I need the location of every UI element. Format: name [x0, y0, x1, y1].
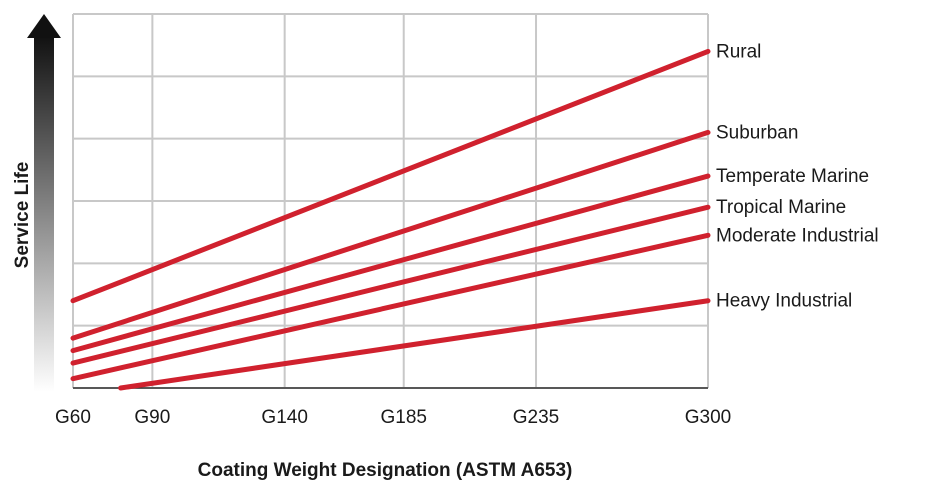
series-line — [70, 129, 711, 341]
series-label: Tropical Marine — [716, 197, 846, 218]
x-tick-label: G90 — [134, 407, 170, 428]
series-label: Suburban — [716, 122, 798, 143]
y-axis-arrow-icon — [27, 14, 61, 392]
series-label: Temperate Marine — [716, 166, 869, 187]
series-label: Heavy Industrial — [716, 291, 852, 312]
x-tick-label: G185 — [380, 407, 426, 428]
x-tick-label: G140 — [261, 407, 307, 428]
series-lines — [70, 48, 711, 391]
series-line — [118, 298, 711, 391]
x-tick-label: G235 — [513, 407, 559, 428]
x-tick-label: G300 — [685, 407, 731, 428]
series-line — [70, 232, 711, 382]
series-labels: Rural Suburban Temperate Marine Tropical Ma… — [716, 41, 879, 311]
x-tick-labels: G60 G90 G140 G185 G235 G300 — [55, 407, 731, 428]
series-line — [70, 173, 711, 354]
x-axis-title: Coating Weight Designation (ASTM A653) — [198, 460, 573, 481]
series-label: Rural — [716, 41, 761, 62]
series-line — [70, 204, 711, 366]
y-axis-title: Service Life — [12, 162, 33, 269]
x-tick-label: G60 — [55, 407, 91, 428]
series-line — [70, 48, 711, 304]
series-label: Moderate Industrial — [716, 225, 879, 246]
